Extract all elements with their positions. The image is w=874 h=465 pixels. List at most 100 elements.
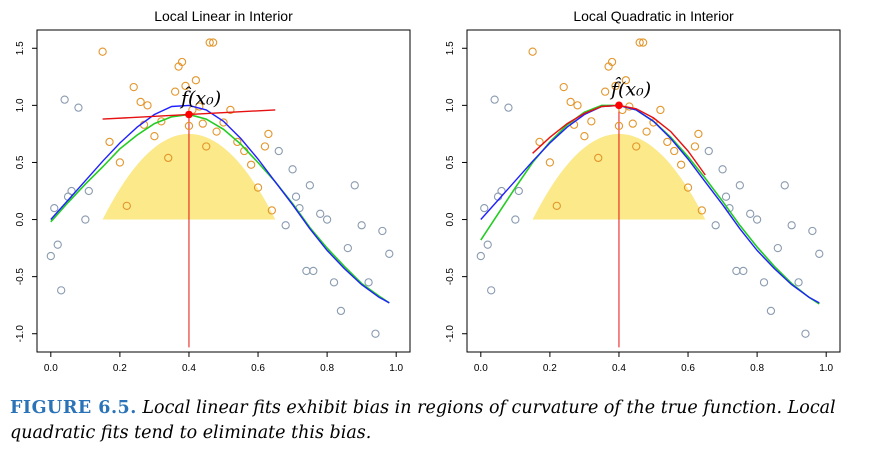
data-point-in-window — [614, 121, 624, 131]
data-point — [281, 221, 290, 230]
data-point — [718, 165, 727, 174]
data-point-in-window — [191, 76, 201, 85]
data-point — [773, 243, 782, 253]
data-point-in-window — [580, 132, 589, 141]
x-tick-label: 0.0 — [474, 363, 488, 374]
figure-caption-text: Local linear fits exhibit bias in region… — [10, 398, 836, 443]
data-point-in-window — [663, 137, 672, 147]
plot-frame — [36, 29, 411, 353]
x-tick-label: 0.6 — [681, 363, 695, 374]
data-point-in-window — [638, 38, 648, 47]
data-point-in-window — [635, 38, 644, 47]
data-point — [378, 226, 387, 236]
data-point — [305, 181, 314, 190]
y-tick-label: -1.0 — [15, 325, 26, 343]
y-tick-label: 0.0 — [445, 212, 456, 226]
data-point — [309, 266, 318, 276]
data-point-in-window — [202, 142, 211, 151]
data-point-in-window — [690, 142, 700, 151]
data-point-in-window — [552, 201, 561, 210]
data-point-in-window — [212, 127, 221, 136]
data-point — [483, 240, 492, 249]
x-tick-label: 0.2 — [543, 363, 557, 374]
y-tick-label: 1.0 — [15, 98, 26, 112]
x-tick-label: 0.0 — [44, 363, 58, 374]
data-point — [350, 181, 359, 190]
chart-title: Local Quadratic in Interior — [573, 8, 734, 24]
data-point-in-window — [628, 119, 637, 128]
data-point — [497, 186, 506, 196]
data-point-in-window — [573, 101, 582, 110]
data-point — [46, 251, 55, 261]
data-point-in-window — [129, 82, 138, 92]
data-point-in-window — [642, 127, 651, 136]
x-tick-label: 0.8 — [750, 363, 764, 374]
data-point — [336, 306, 346, 316]
data-point-in-window — [621, 76, 631, 85]
data-point-in-window — [150, 132, 159, 141]
data-point — [343, 243, 352, 253]
data-point-in-window — [535, 137, 544, 147]
data-point — [57, 286, 66, 295]
data-point-in-window — [177, 57, 187, 67]
x-tick-label: 1.0 — [819, 363, 833, 374]
data-point — [766, 306, 776, 316]
data-point-in-window — [566, 97, 575, 107]
data-point-in-window — [98, 47, 107, 56]
data-point — [50, 203, 59, 213]
x-tick-label: 0.4 — [612, 363, 626, 374]
y-tick-label: 0.5 — [15, 155, 26, 169]
data-point — [735, 181, 744, 190]
x-tick-label: 1.0 — [389, 363, 403, 374]
y-tick-label: -0.5 — [15, 268, 26, 286]
fitted-curve-line — [50, 113, 390, 304]
y-tick-label: 1.0 — [445, 98, 456, 112]
data-point — [752, 215, 762, 224]
data-point-in-window — [181, 81, 190, 91]
data-point — [288, 165, 297, 174]
data-point — [385, 249, 394, 258]
data-point-in-window — [184, 121, 194, 131]
data-point-in-window — [545, 158, 555, 167]
true-function-line — [50, 104, 390, 304]
data-point-in-window — [208, 38, 218, 47]
x-tick-label: 0.8 — [320, 363, 334, 374]
panel-local-quadratic: Local Quadratic in Interior f̂(x₀) 0.0 0.2 0… — [445, 8, 841, 374]
data-point — [67, 186, 76, 196]
data-point-in-window — [122, 201, 131, 210]
y-tick-label: -1.0 — [445, 325, 456, 343]
data-point — [514, 186, 523, 196]
figure-label: FIGURE 6.5. — [10, 398, 137, 418]
data-point — [357, 221, 366, 230]
data-point — [364, 278, 373, 287]
data-point — [721, 192, 731, 201]
data-point — [704, 146, 713, 156]
data-point-in-window — [246, 160, 256, 169]
data-point-in-window — [587, 117, 596, 126]
fhat-x0-point — [185, 110, 193, 119]
data-point — [487, 286, 496, 295]
data-point-in-window — [559, 82, 568, 92]
data-point — [302, 266, 311, 276]
data-point-in-window — [670, 146, 679, 156]
data-point — [815, 249, 824, 258]
plot-frame — [466, 29, 841, 353]
data-point — [480, 203, 489, 213]
fhat-x0-annotation: f̂(x₀) — [179, 86, 221, 109]
y-tick-label: -0.5 — [445, 268, 456, 286]
data-point-in-window — [170, 87, 180, 96]
data-point — [511, 215, 520, 224]
data-point — [84, 186, 93, 196]
data-point-in-window — [226, 105, 235, 115]
data-point-in-window — [198, 119, 207, 128]
data-point-in-window — [267, 206, 277, 215]
data-point-in-window — [528, 47, 537, 56]
true-function-line — [480, 104, 820, 304]
data-point-in-window — [649, 118, 658, 127]
data-point-in-window — [683, 183, 693, 192]
y-tick-label: 0.5 — [445, 155, 456, 169]
data-point-in-window — [233, 137, 242, 147]
data-point — [759, 278, 769, 287]
data-point-in-window — [143, 101, 152, 110]
data-point — [808, 226, 817, 236]
